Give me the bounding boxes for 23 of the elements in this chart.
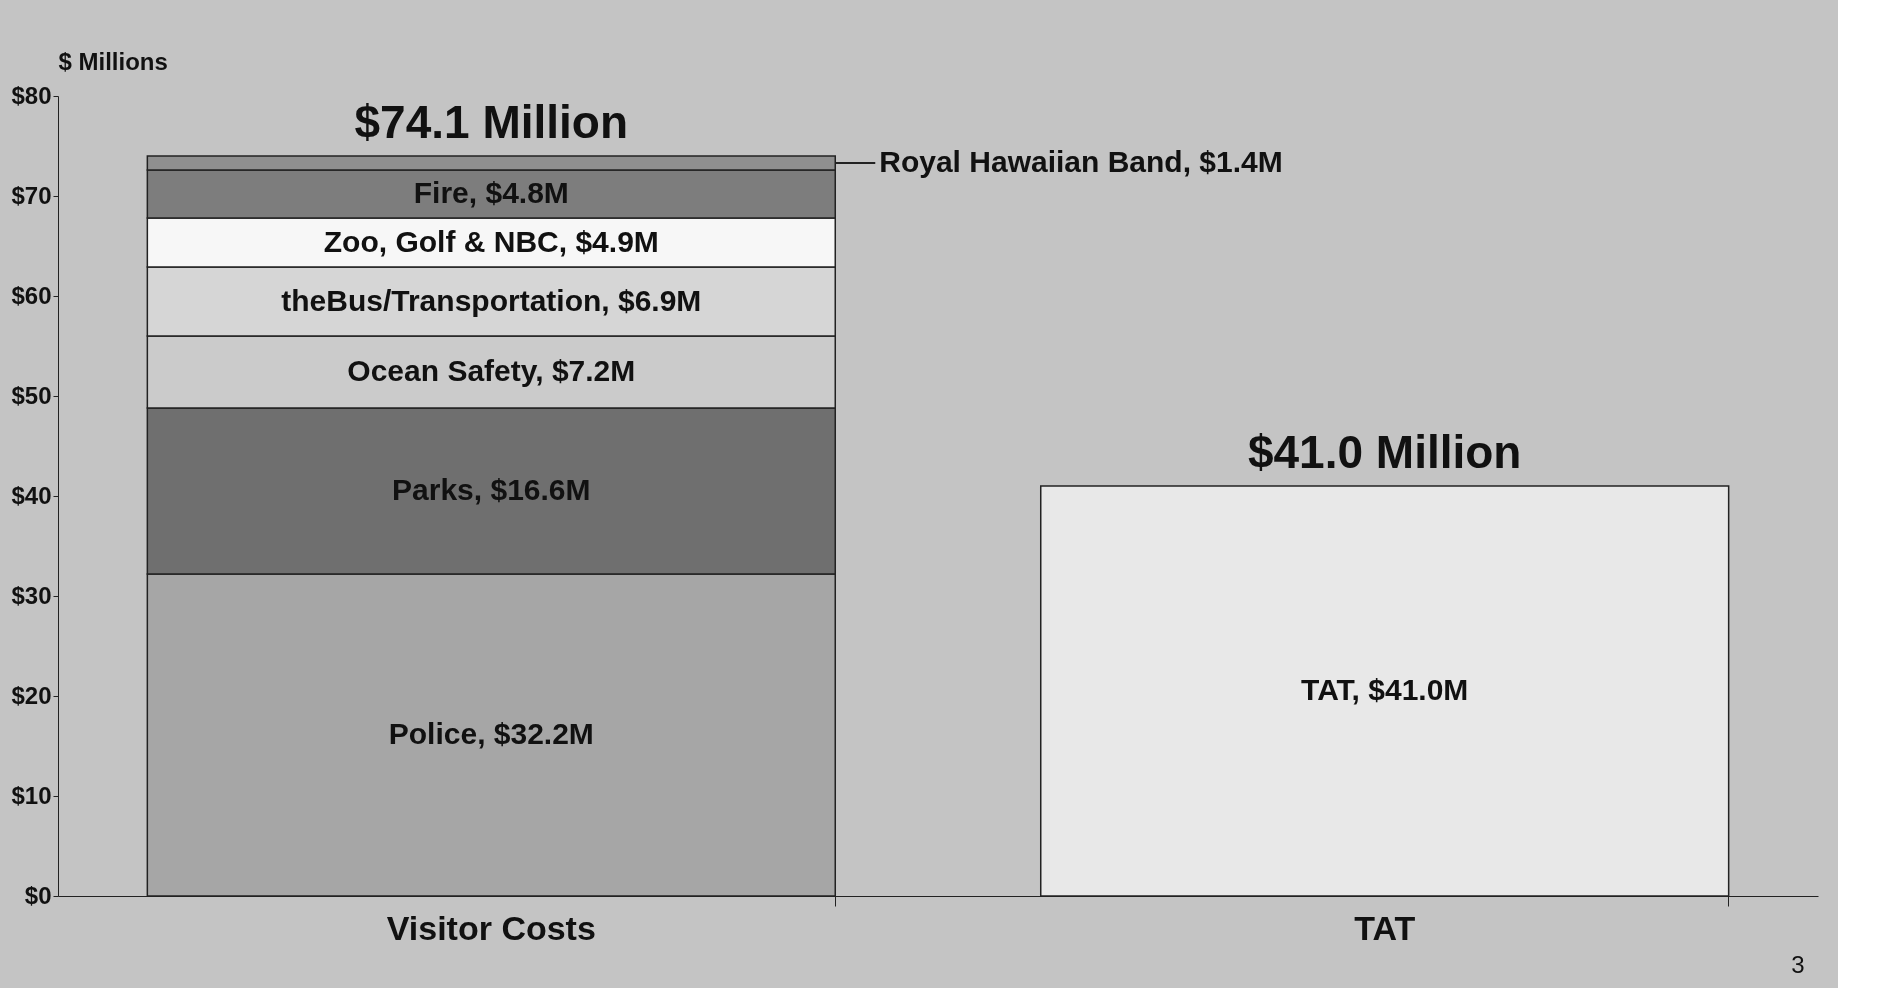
data-label: Royal Hawaiian Band, $1.4M: [879, 145, 1283, 178]
x-tick-label: Visitor Costs: [386, 908, 596, 947]
data-label: Parks, $16.6M: [392, 473, 591, 506]
y-tick-label: $60: [11, 281, 52, 309]
y-tick-label: $20: [11, 681, 52, 709]
total-label: $41.0 Million: [1247, 426, 1522, 478]
data-label: TAT, $41.0M: [1301, 673, 1469, 706]
data-label: Police, $32.2M: [388, 717, 594, 750]
x-tick-label: TAT: [1354, 908, 1416, 947]
data-label: Fire, $4.8M: [413, 176, 569, 209]
text: 3: [1791, 951, 1805, 978]
y-tick-label: $30: [11, 581, 52, 609]
y-tick-label: $70: [11, 181, 52, 209]
data-label: theBus/Transportation, $6.9M: [281, 283, 702, 317]
total-label: $74.1 Million: [354, 96, 629, 148]
y-axis-title: $ Millions: [58, 47, 168, 75]
y-tick-label: $10: [11, 781, 52, 809]
y-tick-label: $50: [11, 381, 52, 409]
data-label: Zoo, Golf & NBC, $4.9M: [323, 224, 659, 258]
y-tick-label: $0: [24, 881, 52, 909]
y-tick-label: $40: [11, 481, 52, 509]
y-tick-label: $80: [11, 81, 52, 109]
data-label: Ocean Safety, $7.2M: [347, 354, 636, 387]
